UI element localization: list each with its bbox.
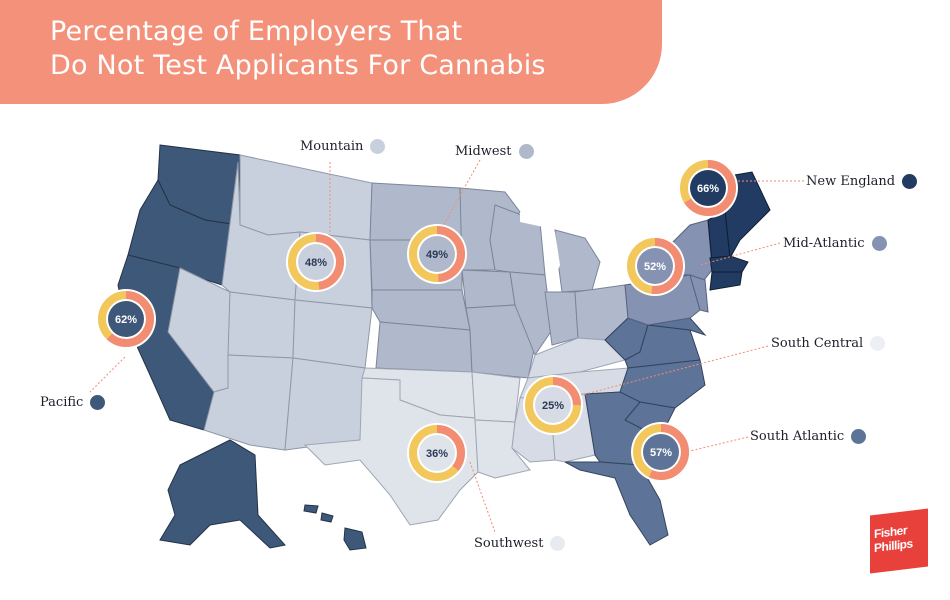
leader-pacific — [89, 356, 126, 393]
state-texas — [303, 377, 479, 526]
donut-label-pacific: 62% — [115, 314, 137, 326]
donut-label-new-england: 66% — [697, 183, 719, 195]
swatch-mid-atlantic — [871, 236, 887, 251]
donut-center-south-atlantic — [643, 434, 679, 470]
leader-midwest — [443, 159, 481, 225]
label-south-central: South Central — [771, 336, 886, 351]
state-illinois — [509, 271, 553, 357]
donut-layer: 62% 48% 49% 66% 52% 25% 57% 36% — [96, 158, 738, 483]
label-southwest-text: Southwest — [474, 536, 544, 551]
donut-label-midwest: 49% — [426, 249, 448, 261]
states-layer — [117, 144, 771, 551]
donut-label-mountain: 48% — [305, 257, 327, 269]
leader-mid-atlantic — [699, 242, 781, 266]
label-mountain-text: Mountain — [300, 139, 364, 154]
swatch-midwest — [518, 144, 534, 159]
donut-center-south-central — [535, 387, 571, 423]
donut-arc-pacific — [98, 291, 154, 347]
donut-center-midwest — [419, 236, 455, 272]
donut-arc-south-central — [525, 377, 581, 433]
state-montana — [239, 154, 373, 241]
state-alaska — [159, 439, 286, 549]
donut-center-new-england — [690, 170, 726, 206]
leader-southwest — [469, 461, 496, 533]
label-new-england: New England — [806, 174, 918, 189]
donut-arc-midwest — [409, 226, 465, 282]
donut-arc-south-atlantic — [633, 424, 689, 480]
state-massachusetts-ct-ri — [709, 255, 749, 273]
donut-southwest: 36% — [407, 423, 467, 483]
donut-arc-mountain — [288, 234, 344, 290]
donut-label-south-central: 25% — [542, 400, 564, 412]
donut-center-southwest — [419, 435, 455, 471]
donut-south-central: 25% — [523, 375, 583, 435]
state-florida — [564, 461, 669, 546]
state-michigan — [554, 229, 601, 293]
donut-mid-atlantic: 52% — [625, 236, 685, 296]
state-iowa — [461, 269, 516, 309]
state-colorado — [292, 299, 373, 369]
state-ct-ri — [709, 271, 743, 291]
label-mountain: Mountain — [300, 139, 386, 154]
donut-arc-new-england — [680, 160, 736, 216]
donut-center-pacific — [108, 301, 144, 337]
title-banner: Percentage of Employers That Do Not Test… — [0, 0, 662, 104]
state-hawaii — [303, 504, 367, 551]
label-midwest-text: Midwest — [455, 144, 512, 159]
swatch-south-central — [870, 336, 886, 351]
swatch-pacific — [90, 395, 106, 410]
donut-arc-southwest — [409, 425, 465, 481]
donut-mountain: 48% — [286, 232, 346, 292]
donut-label-mid-atlantic: 52% — [644, 261, 666, 273]
donut-center-mountain — [298, 244, 334, 280]
leader-south-atlantic — [685, 436, 749, 453]
donut-new-england: 66% — [678, 158, 738, 218]
great-lakes — [520, 212, 560, 285]
fisher-phillips-logo: Fisher Phillips — [870, 508, 928, 574]
leader-south-central — [581, 345, 769, 396]
swatch-southwest — [550, 536, 566, 551]
label-mid-atlantic: Mid-Atlantic — [783, 236, 887, 251]
state-kansas — [375, 321, 473, 373]
donut-label-southwest: 36% — [426, 448, 448, 460]
label-south-atlantic-text: South Atlantic — [750, 429, 845, 444]
label-mid-atlantic-text: Mid-Atlantic — [783, 236, 865, 251]
donut-pacific: 62% — [96, 289, 156, 349]
donut-label-south-atlantic: 57% — [650, 447, 672, 459]
label-south-atlantic: South Atlantic — [750, 429, 867, 444]
donut-midwest: 49% — [407, 224, 467, 284]
donut-arc-mid-atlantic — [627, 238, 683, 294]
title-line-1: Percentage of Employers That — [50, 16, 463, 47]
donut-south-atlantic: 57% — [631, 422, 691, 482]
state-indiana — [544, 291, 579, 346]
label-pacific: Pacific — [40, 395, 106, 410]
label-south-central-text: South Central — [771, 336, 864, 351]
swatch-mountain — [370, 139, 386, 154]
swatch-south-atlantic — [851, 429, 867, 444]
leader-lines — [89, 159, 804, 533]
state-utah — [227, 291, 296, 359]
title-line-2: Do Not Test Applicants For Cannabis — [50, 50, 546, 81]
state-new-mexico — [284, 357, 366, 451]
label-pacific-text: Pacific — [40, 395, 84, 410]
state-arkansas — [471, 371, 521, 423]
donut-center-mid-atlantic — [637, 248, 673, 284]
label-midwest: Midwest — [455, 144, 534, 159]
state-new-jersey — [689, 274, 709, 313]
swatch-new-england — [902, 174, 918, 189]
label-southwest: Southwest — [474, 536, 566, 551]
label-new-england-text: New England — [806, 174, 896, 189]
